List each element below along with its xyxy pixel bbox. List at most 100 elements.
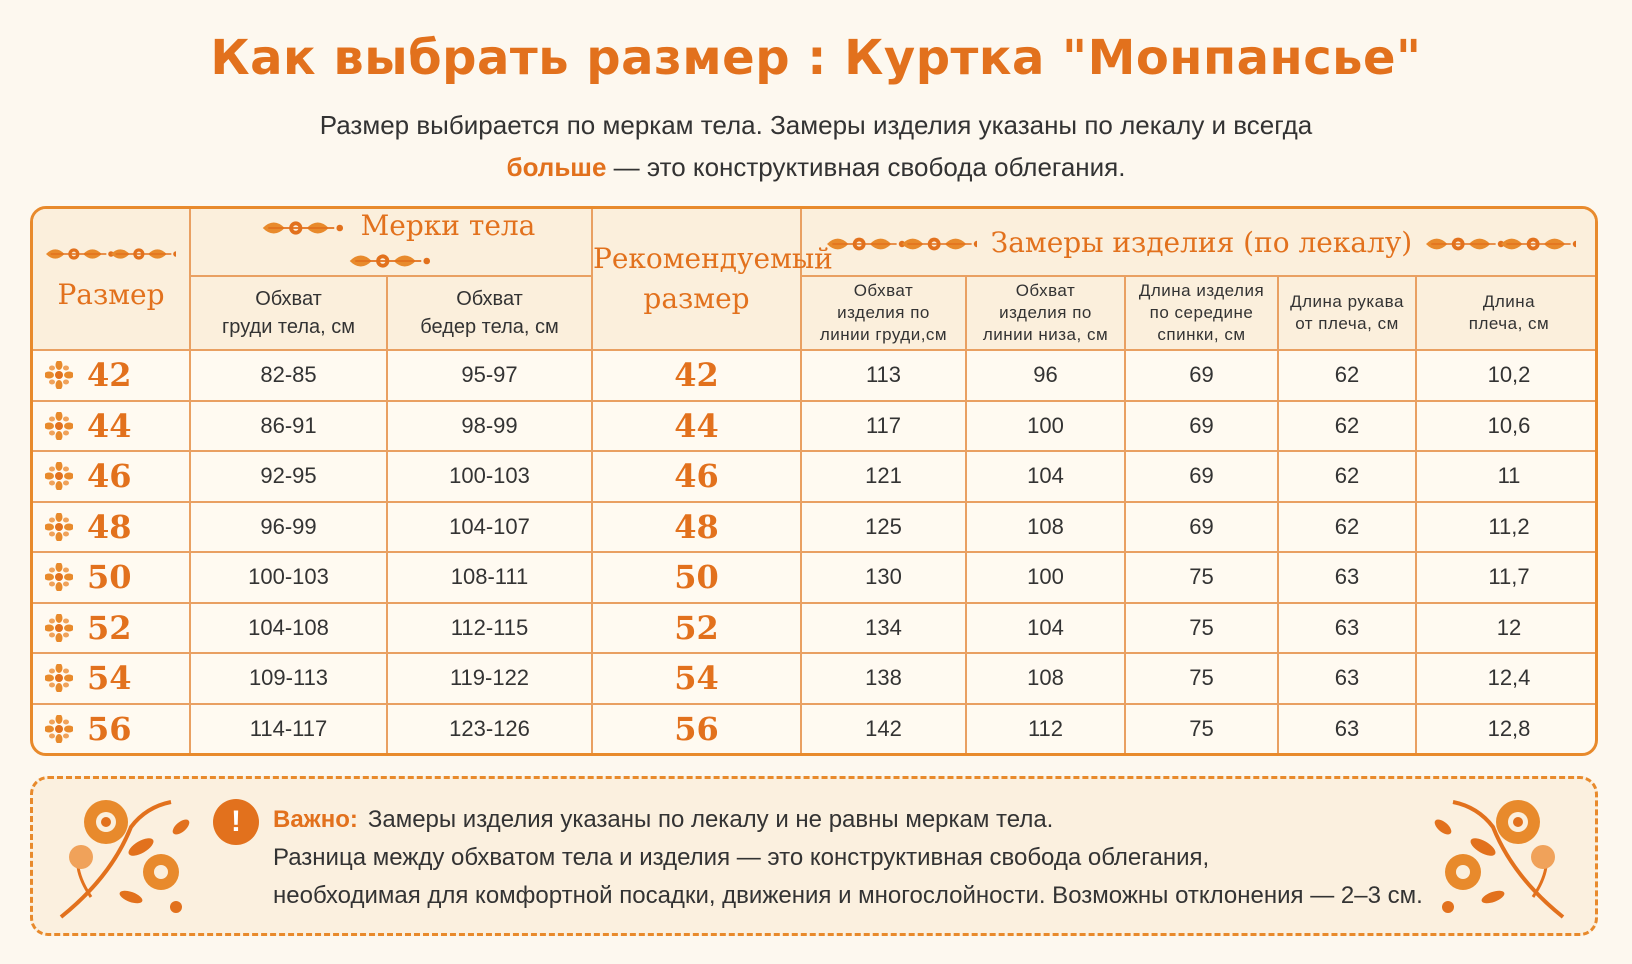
- column-header-body-hips: Обхват бедер тела, см: [386, 275, 593, 351]
- cell-shoulder: 11,2: [1415, 500, 1595, 554]
- cell-shoulder: 12,4: [1415, 652, 1595, 705]
- recommended-size-value: 42: [674, 356, 719, 395]
- cell-shoulder: 11: [1415, 450, 1595, 503]
- cell-hips: 104-107: [386, 500, 593, 554]
- flower-ornament-icon: [46, 247, 176, 261]
- recommended-size-value: 56: [674, 709, 719, 748]
- flower-ornament-icon: [261, 220, 344, 235]
- floral-branch-icon: [1433, 798, 1565, 919]
- cell-chest: 100-103: [189, 551, 388, 604]
- subtitle: Размер выбирается по меркам тела. Замеры…: [0, 104, 1632, 188]
- flower-icon: [45, 512, 73, 541]
- cell-g-chest: 130: [800, 551, 967, 604]
- table-row: 48 96-99 104-107 48 125 108 69 62 11,2: [33, 500, 1595, 554]
- cell-length: 75: [1124, 652, 1279, 705]
- recommended-size-header: Рекомендуемый размер: [591, 209, 833, 351]
- cell-hips: 95-97: [386, 349, 593, 402]
- flower-icon: [45, 613, 73, 642]
- size-value: 46: [87, 457, 132, 496]
- cell-g-chest: 113: [800, 349, 967, 402]
- cell-g-chest: 117: [800, 399, 967, 453]
- table-row: 54 109-113 119-122 54 138 108 75 63 12,4: [33, 652, 1595, 705]
- table-row: 46 92-95 100-103 46 121 104 69 62 11: [33, 450, 1595, 503]
- subtitle-accent: больше: [506, 152, 607, 182]
- recommended-size-value: 44: [674, 406, 719, 445]
- note-line-1: Замеры изделия указаны по лекалу и не ра…: [367, 806, 1054, 833]
- cell-hips: 123-126: [386, 702, 593, 753]
- cell-length: 69: [1124, 399, 1279, 453]
- column-header-garment-chest: Обхват изделия по линии груди,см: [800, 275, 967, 351]
- column-header-shoulder-length: Длина плеча, см: [1415, 275, 1595, 351]
- cell-hips: 112-115: [386, 601, 593, 655]
- flower-icon: [45, 411, 73, 440]
- recommended-size-value: 48: [674, 507, 719, 546]
- size-value: 42: [87, 356, 132, 395]
- cell-length: 75: [1124, 551, 1279, 604]
- column-header-garment-bottom: Обхват изделия по линии низа, см: [965, 275, 1126, 351]
- note-line-3: необходимая для комфортной посадки, движ…: [273, 882, 1423, 909]
- cell-sleeve: 62: [1277, 399, 1417, 453]
- size-value: 50: [87, 558, 132, 597]
- recommended-size-value: 50: [674, 558, 719, 597]
- cell-chest: 86-91: [189, 399, 388, 453]
- size-header: Размер: [33, 209, 191, 351]
- cell-sleeve: 62: [1277, 349, 1417, 402]
- cell-hips: 100-103: [386, 450, 593, 503]
- cell-shoulder: 11,7: [1415, 551, 1595, 604]
- size-cell: 50: [33, 551, 191, 604]
- size-value: 44: [87, 406, 132, 445]
- cell-sleeve: 62: [1277, 500, 1417, 554]
- size-cell: 52: [33, 601, 191, 655]
- exclamation-icon: !: [213, 799, 259, 845]
- size-value: 48: [87, 507, 132, 546]
- cell-shoulder: 10,6: [1415, 399, 1595, 453]
- cell-sleeve: 62: [1277, 450, 1417, 503]
- size-cell: 42: [33, 349, 191, 402]
- size-cell: 46: [33, 450, 191, 503]
- cell-g-bottom: 100: [965, 399, 1126, 453]
- cell-shoulder: 12,8: [1415, 702, 1595, 753]
- cell-g-bottom: 104: [965, 601, 1126, 655]
- cell-g-chest: 121: [800, 450, 967, 503]
- cell-g-chest: 138: [800, 652, 967, 705]
- size-cell: 48: [33, 500, 191, 554]
- cell-g-bottom: 112: [965, 702, 1126, 753]
- important-note: ! Важно: Замеры изделия указаны по лекалу…: [30, 776, 1598, 936]
- column-header-body-chest: Обхват груди тела, см: [190, 275, 388, 351]
- cell-chest: 109-113: [189, 652, 388, 705]
- cell-chest: 92-95: [189, 450, 388, 503]
- cell-sleeve: 63: [1277, 601, 1417, 655]
- cell-sleeve: 63: [1277, 652, 1417, 705]
- size-value: 56: [87, 709, 132, 748]
- cell-chest: 96-99: [189, 500, 388, 554]
- cell-length: 69: [1124, 500, 1279, 554]
- cell-sleeve: 63: [1277, 551, 1417, 604]
- table-row: 50 100-103 108-111 50 130 100 75 63 11,7: [33, 551, 1595, 604]
- cell-g-chest: 142: [800, 702, 967, 753]
- cell-g-chest: 134: [800, 601, 967, 655]
- flower-icon: [45, 462, 73, 491]
- cell-chest: 82-85: [189, 349, 388, 402]
- cell-g-chest: 125: [800, 500, 967, 554]
- size-table: Размер Мерки тела Рекомендуемый размер З…: [30, 206, 1598, 756]
- cell-rec: 52: [591, 601, 802, 655]
- floral-branch-icon: [59, 798, 191, 919]
- size-cell: 44: [33, 399, 191, 453]
- flower-icon: [45, 664, 73, 693]
- note-line-2: Разница между обхватом тела и изделия — …: [273, 844, 1210, 871]
- column-header-garment-length: Длина изделия по середине спинки, см: [1124, 275, 1279, 351]
- size-cell: 56: [33, 702, 191, 753]
- cell-rec: 48: [591, 500, 802, 554]
- cell-g-bottom: 108: [965, 652, 1126, 705]
- cell-hips: 119-122: [386, 652, 593, 705]
- size-cell: 54: [33, 652, 191, 705]
- cell-hips: 98-99: [386, 399, 593, 453]
- recommended-size-value: 46: [674, 457, 719, 496]
- cell-shoulder: 10,2: [1415, 349, 1595, 402]
- flower-icon: [45, 563, 73, 592]
- table-row: 52 104-108 112-115 52 134 104 75 63 12: [33, 601, 1595, 655]
- cell-rec: 56: [591, 702, 802, 753]
- size-table-body: 42 82-85 95-97 42 113 96 69 62 10,2 44 86-91 98-99 4…: [33, 349, 1595, 753]
- cell-length: 69: [1124, 349, 1279, 402]
- flower-ornament-icon: [1426, 236, 1577, 252]
